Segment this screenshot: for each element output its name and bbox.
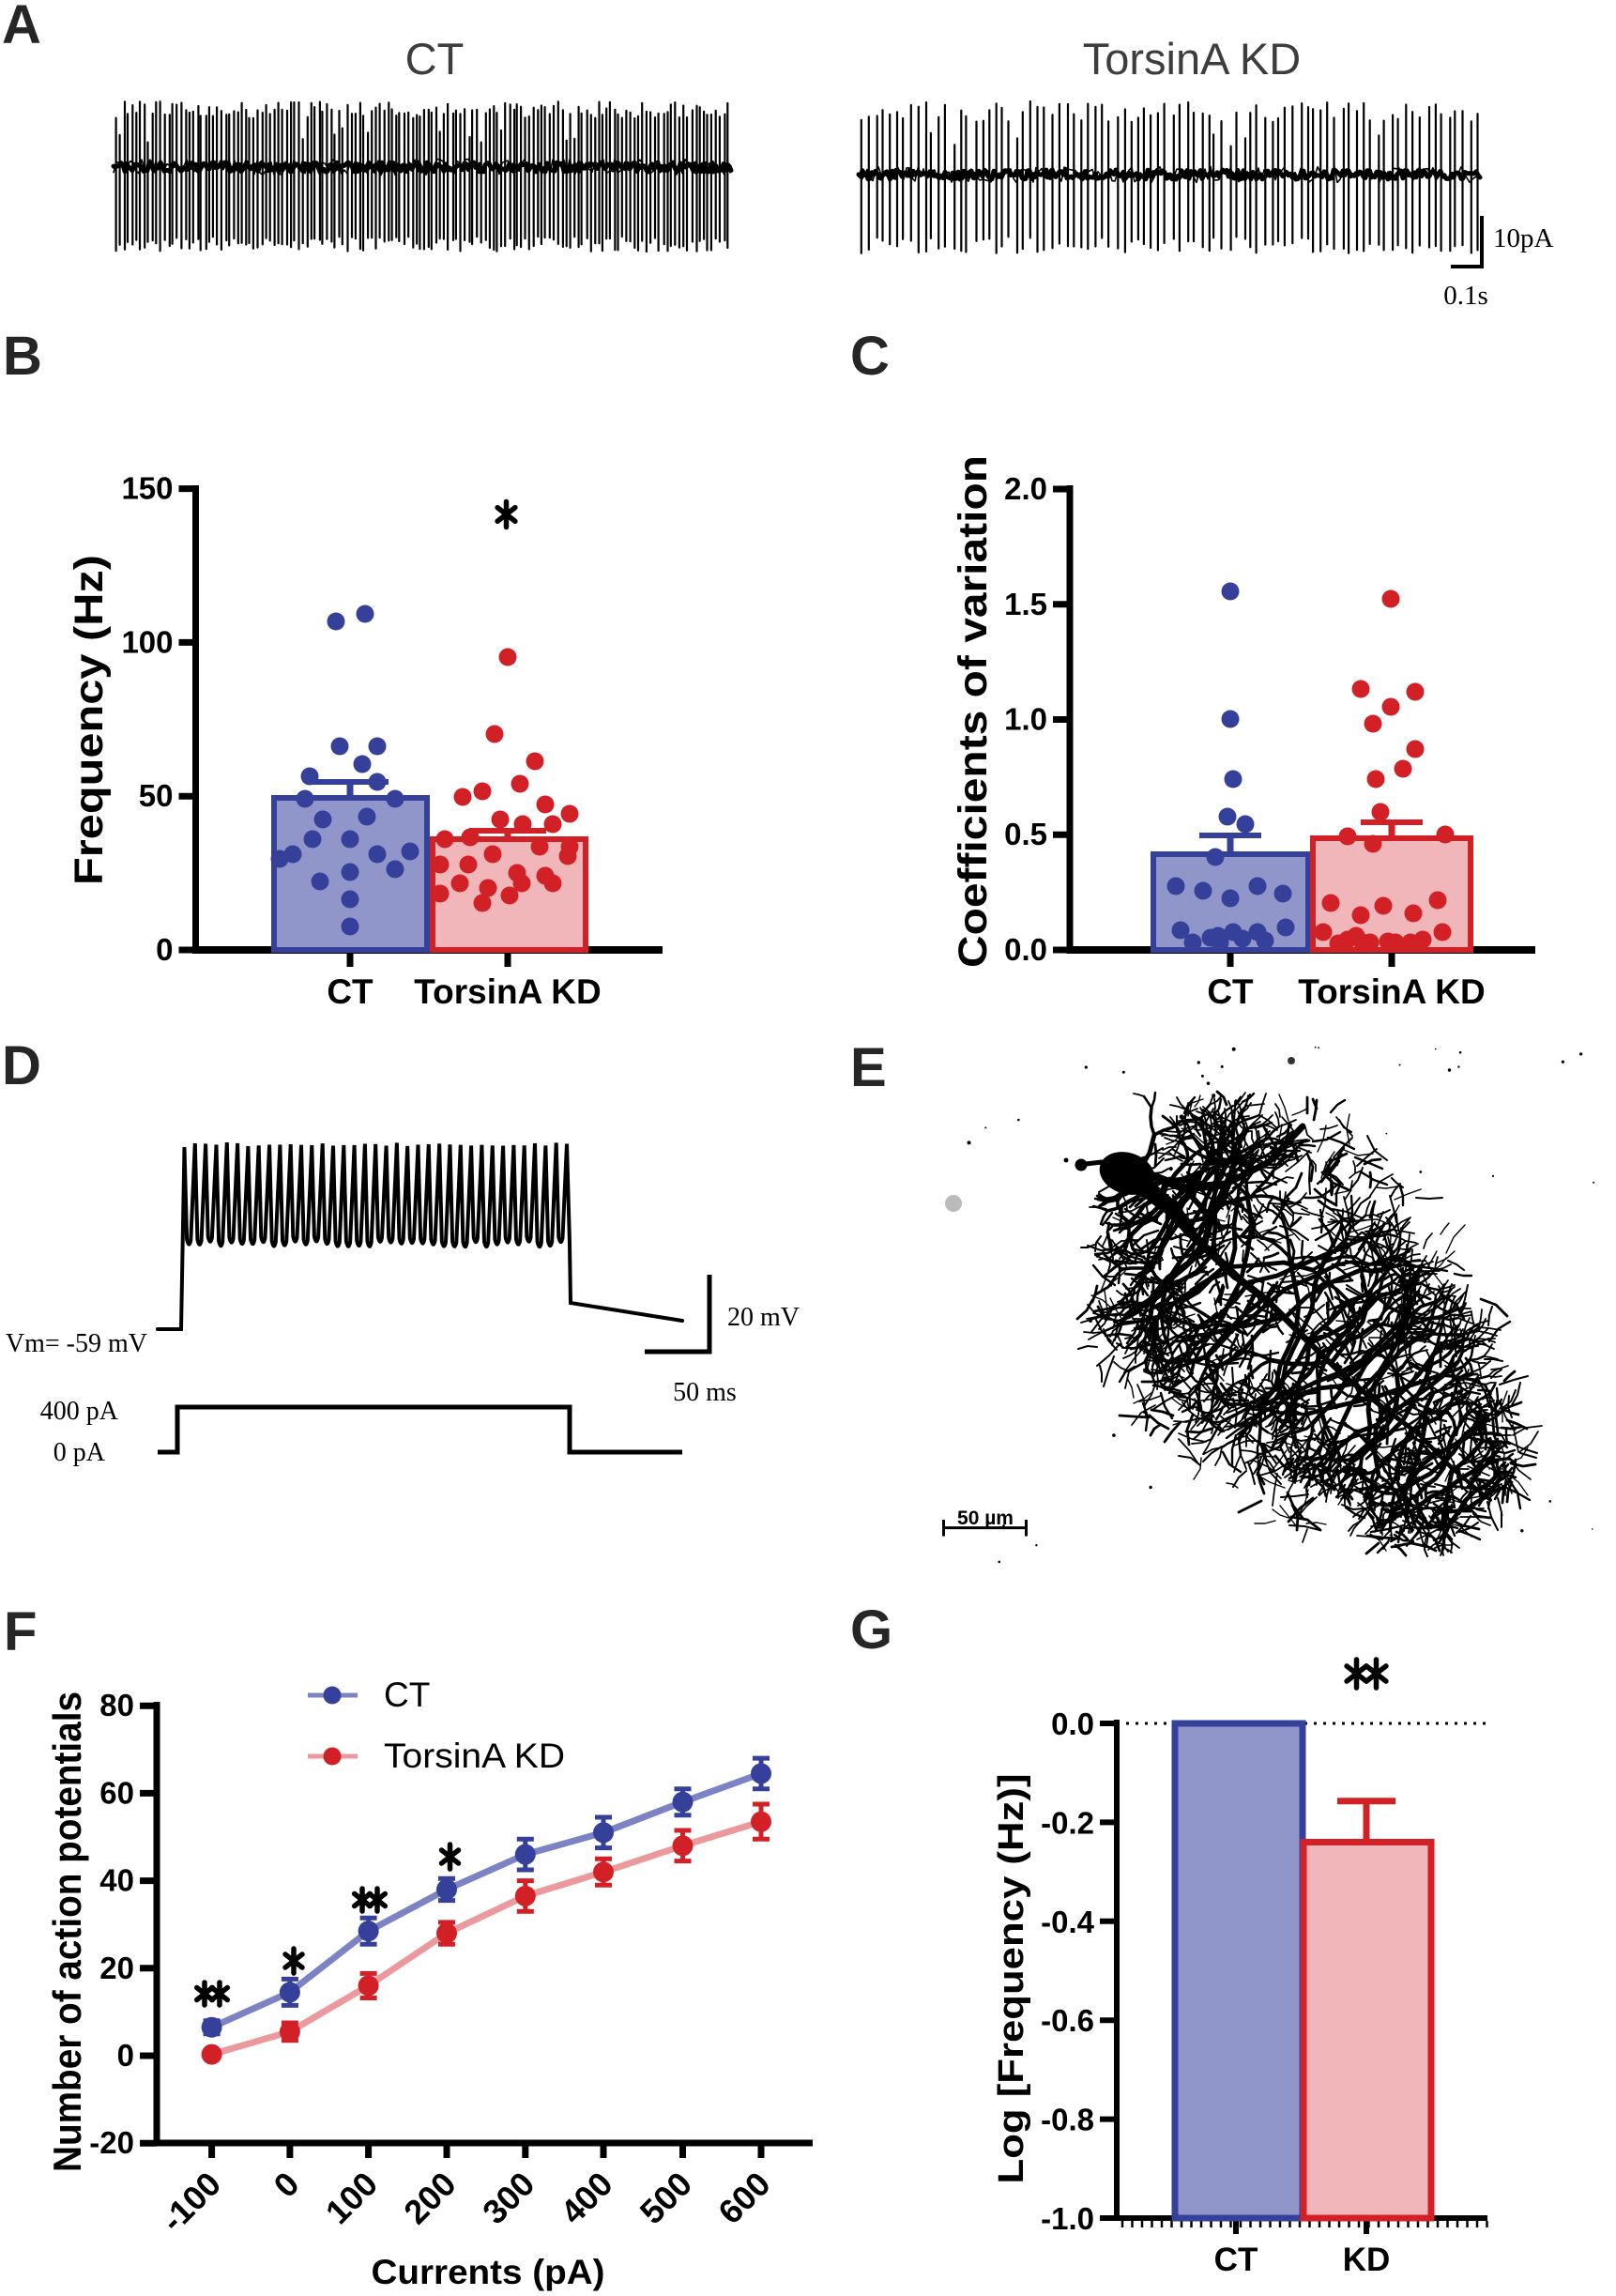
svg-text:2.0: 2.0 bbox=[1004, 471, 1047, 506]
svg-text:CT: CT bbox=[405, 34, 465, 84]
svg-text:-0.4: -0.4 bbox=[1041, 1905, 1095, 1939]
svg-text:10pA: 10pA bbox=[1493, 223, 1554, 253]
svg-text:A: A bbox=[2, 0, 41, 55]
svg-text:F: F bbox=[4, 1601, 37, 1662]
svg-text:E: E bbox=[850, 1037, 887, 1098]
svg-text:50 µm: 50 µm bbox=[957, 1508, 1014, 1529]
svg-text:0.5: 0.5 bbox=[1004, 817, 1047, 851]
svg-text:50 ms: 50 ms bbox=[673, 1378, 737, 1407]
svg-text:1.5: 1.5 bbox=[1004, 587, 1047, 621]
svg-text:0.1s: 0.1s bbox=[1443, 281, 1488, 311]
svg-text:0: 0 bbox=[117, 2038, 134, 2073]
svg-text:0 pA: 0 pA bbox=[53, 1438, 106, 1467]
svg-text:B: B bbox=[3, 326, 42, 387]
svg-text:20: 20 bbox=[99, 1951, 134, 1985]
svg-text:400 pA: 400 pA bbox=[40, 1397, 119, 1426]
svg-text:-0.2: -0.2 bbox=[1041, 1805, 1094, 1840]
svg-text:Currents (pA): Currents (pA) bbox=[372, 2253, 605, 2291]
svg-text:80: 80 bbox=[99, 1688, 134, 1722]
svg-text:D: D bbox=[2, 1035, 41, 1096]
svg-text:-20: -20 bbox=[89, 2125, 134, 2160]
svg-text:0: 0 bbox=[156, 932, 173, 967]
svg-text:TorsinA KD: TorsinA KD bbox=[384, 1737, 565, 1775]
svg-text:1.0: 1.0 bbox=[1004, 702, 1047, 737]
svg-text:CT: CT bbox=[327, 972, 374, 1011]
svg-text:TorsinA KD: TorsinA KD bbox=[414, 972, 601, 1011]
svg-text:Coefficients of variation: Coefficients of variation bbox=[951, 455, 996, 968]
svg-text:KD: KD bbox=[1343, 2242, 1391, 2278]
svg-text:60: 60 bbox=[99, 1775, 134, 1810]
svg-text:0.0: 0.0 bbox=[1051, 1707, 1094, 1741]
svg-text:150: 150 bbox=[121, 471, 173, 506]
svg-text:40: 40 bbox=[99, 1863, 134, 1898]
svg-text:-0.6: -0.6 bbox=[1041, 2003, 1094, 2038]
svg-text:TorsinA KD: TorsinA KD bbox=[1083, 34, 1301, 84]
svg-text:100: 100 bbox=[121, 624, 173, 659]
svg-text:Log [Frequency (Hz)]: Log [Frequency (Hz)] bbox=[992, 1774, 1031, 2184]
svg-text:-0.8: -0.8 bbox=[1041, 2103, 1094, 2137]
svg-text:0.0: 0.0 bbox=[1004, 932, 1047, 967]
svg-text:Vm= -59 mV: Vm= -59 mV bbox=[6, 1329, 147, 1358]
svg-text:C: C bbox=[850, 326, 890, 387]
svg-text:Number of action potentials: Number of action potentials bbox=[45, 1691, 89, 2172]
svg-text:20 mV: 20 mV bbox=[727, 1303, 800, 1332]
svg-text:CT: CT bbox=[1207, 972, 1254, 1011]
svg-text:TorsinA KD: TorsinA KD bbox=[1298, 972, 1485, 1011]
svg-text:50: 50 bbox=[139, 778, 174, 813]
svg-text:CT: CT bbox=[384, 1676, 430, 1714]
svg-text:Frequency (Hz): Frequency (Hz) bbox=[67, 555, 112, 885]
svg-text:G: G bbox=[850, 1600, 892, 1661]
svg-text:-1.0: -1.0 bbox=[1041, 2201, 1094, 2236]
svg-text:CT: CT bbox=[1214, 2242, 1258, 2278]
